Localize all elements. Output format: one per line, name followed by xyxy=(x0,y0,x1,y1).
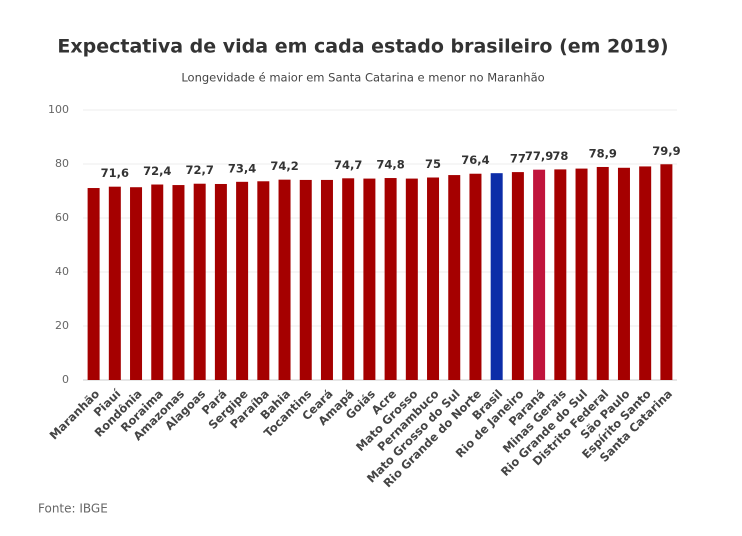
bar xyxy=(405,178,418,380)
bar xyxy=(151,184,164,380)
bar xyxy=(427,177,440,380)
bar xyxy=(554,169,567,380)
data-label: 72,4 xyxy=(143,164,171,178)
bar xyxy=(130,187,143,380)
data-label: 71,6 xyxy=(101,166,129,180)
bar xyxy=(384,178,397,380)
bar xyxy=(320,179,333,380)
data-label: 72,7 xyxy=(185,163,213,177)
data-label: 73,4 xyxy=(228,161,256,175)
bar xyxy=(363,178,376,380)
chart-title: Expectativa de vida em cada estado brasi… xyxy=(57,36,668,58)
data-label: 74,8 xyxy=(376,158,404,172)
y-tick-label: 60 xyxy=(55,211,69,224)
y-tick-label: 40 xyxy=(55,265,69,278)
bar xyxy=(342,178,355,380)
bar xyxy=(299,179,312,380)
bar xyxy=(469,173,482,380)
bar xyxy=(278,179,291,380)
bar xyxy=(639,166,652,380)
y-tick-label: 0 xyxy=(62,373,69,386)
bar xyxy=(660,164,673,380)
bar xyxy=(448,175,461,380)
bar xyxy=(490,173,503,380)
bar xyxy=(108,186,121,380)
bar xyxy=(596,166,609,380)
data-label: 77 xyxy=(510,152,526,166)
chart-subtitle: Longevidade é maior em Santa Catarina e … xyxy=(181,71,544,85)
data-label: 78,9 xyxy=(589,146,617,160)
data-label: 78 xyxy=(552,149,568,163)
bar xyxy=(257,181,270,380)
bar xyxy=(172,185,185,380)
data-label: 76,4 xyxy=(461,153,489,167)
x-tick-label: Maranhão xyxy=(47,387,103,443)
bar xyxy=(617,167,630,380)
source: Fonte: IBGE xyxy=(38,502,108,516)
bar xyxy=(533,169,546,380)
data-label: 74,2 xyxy=(270,159,298,173)
data-label: 75 xyxy=(425,157,441,171)
bar xyxy=(511,172,524,380)
y-tick-label: 20 xyxy=(55,319,69,332)
data-label: 79,9 xyxy=(652,144,680,158)
bar xyxy=(193,183,206,380)
bar xyxy=(214,183,227,380)
data-label: 74,7 xyxy=(334,158,362,172)
bar xyxy=(575,168,588,380)
y-tick-label: 100 xyxy=(48,103,69,116)
bar xyxy=(87,188,100,380)
data-label: 77,9 xyxy=(525,149,553,163)
y-tick-label: 80 xyxy=(55,157,69,170)
bar xyxy=(236,181,249,380)
